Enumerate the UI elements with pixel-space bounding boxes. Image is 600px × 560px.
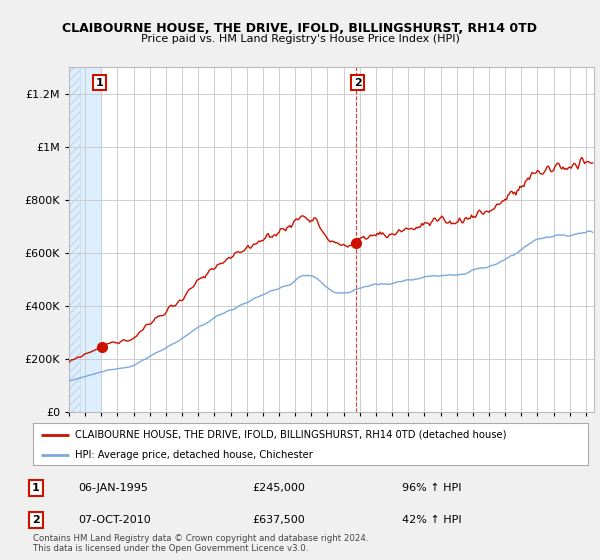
Text: HPI: Average price, detached house, Chichester: HPI: Average price, detached house, Chic… bbox=[74, 450, 313, 460]
Text: £245,000: £245,000 bbox=[252, 483, 305, 493]
Text: 1: 1 bbox=[96, 78, 104, 88]
Text: £637,500: £637,500 bbox=[252, 515, 305, 525]
Bar bbox=[69, 67, 102, 412]
Text: 1: 1 bbox=[32, 483, 40, 493]
Bar bbox=[69, 67, 80, 412]
Text: 07-OCT-2010: 07-OCT-2010 bbox=[78, 515, 151, 525]
Text: 2: 2 bbox=[32, 515, 40, 525]
Text: CLAIBOURNE HOUSE, THE DRIVE, IFOLD, BILLINGSHURST, RH14 0TD (detached house): CLAIBOURNE HOUSE, THE DRIVE, IFOLD, BILL… bbox=[74, 430, 506, 440]
Text: 2: 2 bbox=[353, 78, 361, 88]
Text: CLAIBOURNE HOUSE, THE DRIVE, IFOLD, BILLINGSHURST, RH14 0TD: CLAIBOURNE HOUSE, THE DRIVE, IFOLD, BILL… bbox=[62, 22, 538, 35]
Text: Contains HM Land Registry data © Crown copyright and database right 2024.
This d: Contains HM Land Registry data © Crown c… bbox=[33, 534, 368, 553]
Text: 96% ↑ HPI: 96% ↑ HPI bbox=[402, 483, 461, 493]
Text: Price paid vs. HM Land Registry's House Price Index (HPI): Price paid vs. HM Land Registry's House … bbox=[140, 34, 460, 44]
Text: 42% ↑ HPI: 42% ↑ HPI bbox=[402, 515, 461, 525]
Text: 06-JAN-1995: 06-JAN-1995 bbox=[78, 483, 148, 493]
